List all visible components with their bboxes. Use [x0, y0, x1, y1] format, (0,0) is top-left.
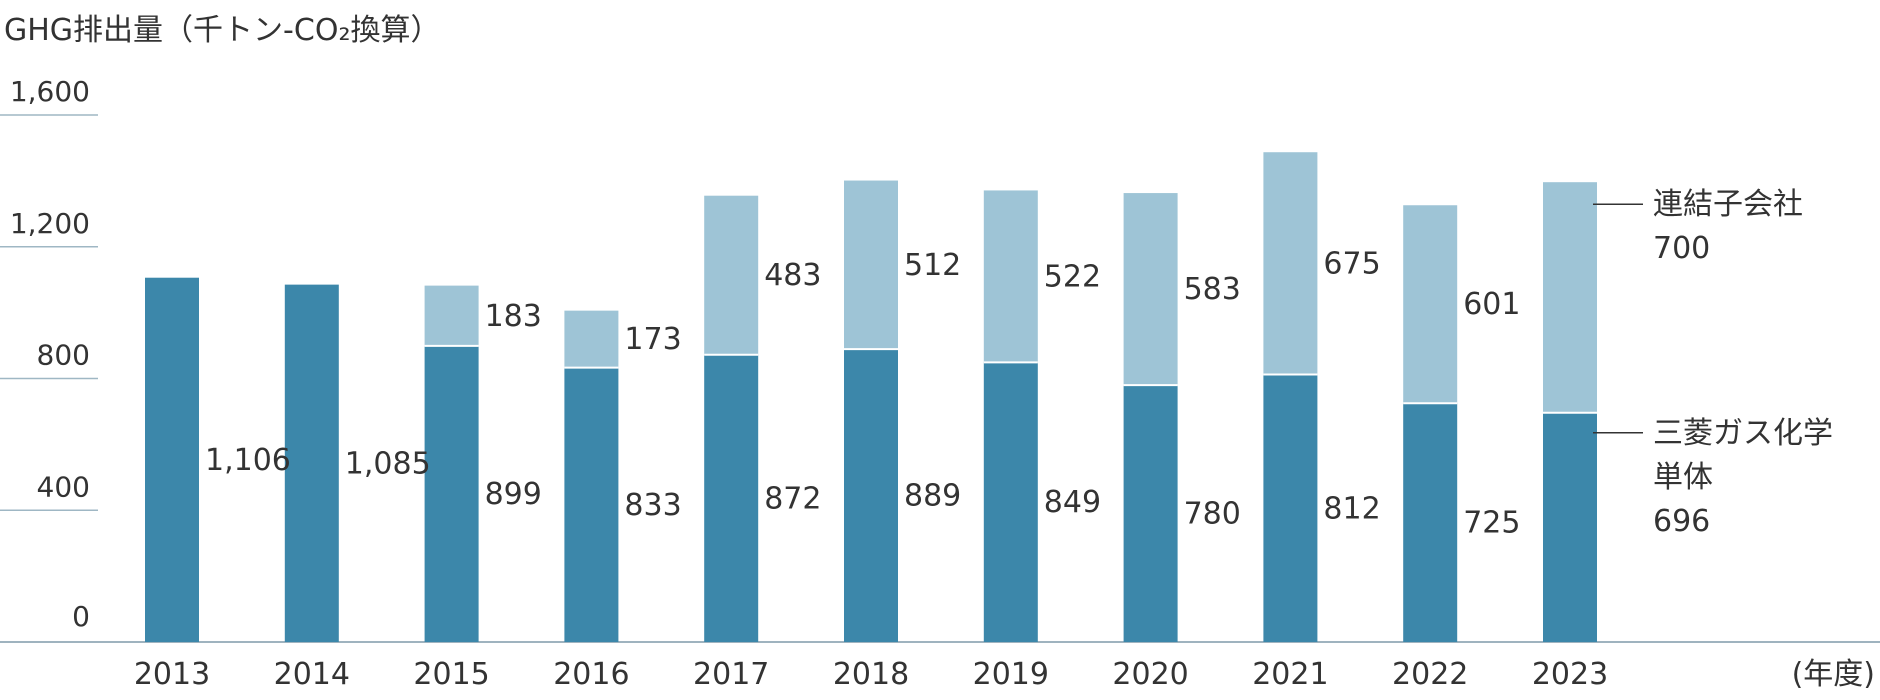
chart-title: GHG排出量（千トン-CO₂換算） [4, 13, 440, 48]
bar-subsidiary-2016 [564, 310, 619, 368]
bar-parent-2014 [284, 284, 339, 642]
data-label-parent-2019: 849 [1044, 485, 1101, 520]
data-label-subsidiary-2016: 173 [624, 322, 681, 357]
x-tick-label: 2023 [1532, 657, 1608, 692]
y-tick-label: 1,200 [10, 207, 90, 240]
data-label-subsidiary-2020: 583 [1184, 272, 1241, 307]
data-label-parent-2017: 872 [764, 481, 821, 516]
bar-parent-2017 [704, 354, 759, 642]
y-tick-label: 400 [37, 470, 90, 503]
bar-subsidiary-2018 [844, 180, 898, 350]
x-tick-label: 2020 [1112, 657, 1188, 692]
bar-parent-2016 [564, 367, 619, 642]
x-tick-label: 2014 [274, 657, 350, 692]
legend-series-name: 三菱ガス化学 [1653, 416, 1833, 451]
bar-subsidiary-2023 [1543, 182, 1597, 413]
bar-subsidiary-2019 [983, 190, 1038, 363]
bar-subsidiary-2017 [704, 195, 759, 355]
data-label-subsidiary-2023: 700 [1653, 231, 1710, 266]
x-tick-label: 2019 [973, 657, 1049, 692]
x-tick-label: 2022 [1392, 657, 1468, 692]
bar-subsidiary-2015 [424, 285, 479, 346]
bar-subsidiary-2022 [1403, 205, 1458, 404]
data-label-parent-2013: 1,106 [205, 443, 291, 478]
bar-parent-2013 [145, 277, 199, 642]
x-tick-label: 2017 [693, 657, 769, 692]
bar-parent-2019 [983, 362, 1038, 642]
x-tick-label: 2013 [134, 657, 210, 692]
x-tick-label: 2018 [833, 657, 909, 692]
x-tick-label: 2021 [1252, 657, 1328, 692]
data-label-subsidiary-2022: 601 [1463, 287, 1520, 322]
legend-series-name: 連結子会社 [1653, 187, 1803, 222]
bar-subsidiary-2020 [1123, 193, 1178, 386]
data-label-subsidiary-2019: 522 [1044, 259, 1101, 294]
bar-parent-2023 [1543, 412, 1597, 642]
data-label-parent-2021: 812 [1323, 491, 1380, 526]
data-labels: 1,106 1,085 899 183 833 173 872 483 889 512 849 522… [205, 246, 1520, 540]
bar-parent-2022 [1403, 403, 1458, 642]
bar-subsidiary-2021 [1263, 152, 1318, 375]
data-label-parent-2018: 889 [904, 479, 961, 514]
bar-parent-2018 [844, 349, 898, 642]
data-label-parent-2015: 899 [485, 477, 542, 512]
bar-parent-2021 [1263, 374, 1318, 642]
data-label-subsidiary-2018: 512 [904, 248, 961, 283]
data-label-subsidiary-2021: 675 [1323, 246, 1380, 281]
bars [145, 152, 1597, 642]
y-tick-label: 800 [37, 339, 90, 372]
data-label-parent-2016: 833 [624, 488, 681, 523]
x-tick-label: 2015 [413, 657, 489, 692]
legend-series-name: 単体 [1653, 460, 1713, 495]
bar-parent-2015 [424, 345, 479, 642]
data-label-parent-2020: 780 [1184, 497, 1241, 532]
data-label-parent-2023: 696 [1653, 504, 1710, 539]
x-axis: 2013 2014 2015 2016 2017 2018 2019 2020 2021 2022… [134, 657, 1608, 692]
bar-parent-2020 [1123, 385, 1178, 642]
data-label-subsidiary-2015: 183 [485, 299, 542, 334]
data-label-subsidiary-2017: 483 [764, 258, 821, 293]
data-label-parent-2014: 1,085 [345, 446, 431, 481]
data-label-parent-2022: 725 [1463, 506, 1520, 541]
x-unit-label: (年度) [1792, 657, 1875, 692]
y-axis: 0 400 800 1,200 1,600 [0, 75, 1880, 643]
y-tick-label: 1,600 [10, 75, 90, 108]
y-tick-label: 0 [72, 600, 90, 633]
x-tick-label: 2016 [553, 657, 629, 692]
